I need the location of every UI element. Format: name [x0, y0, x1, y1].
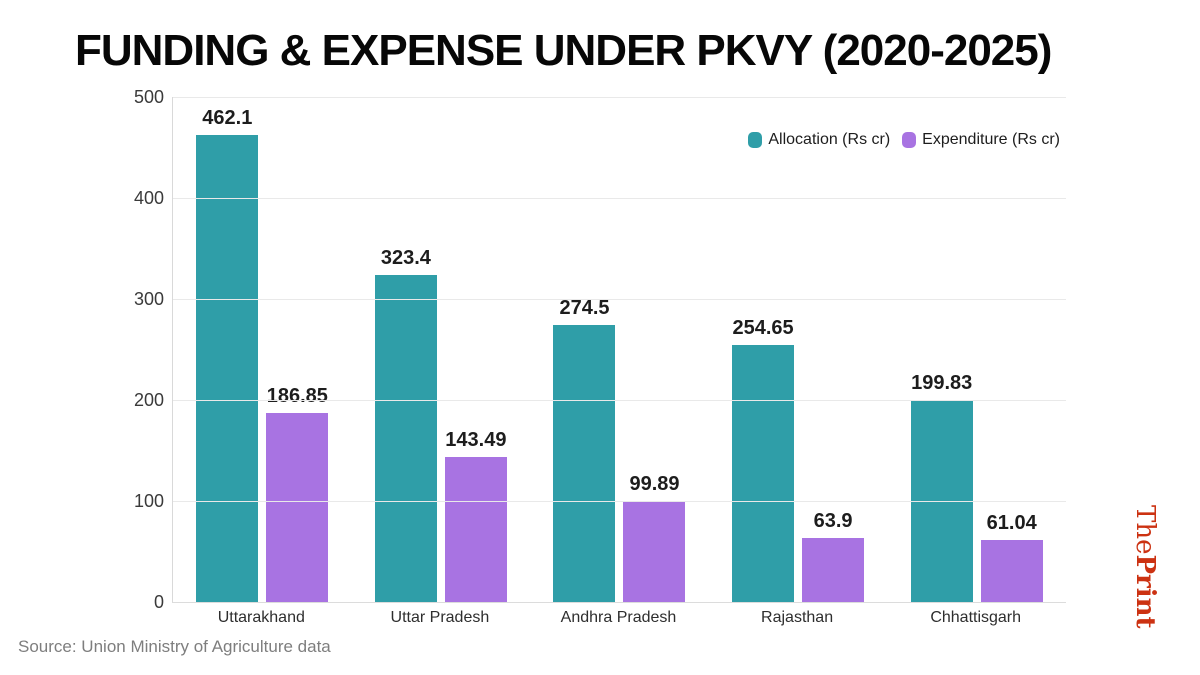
allocation-bar-wrap: 323.4: [374, 247, 437, 602]
bar-value-label: 99.89: [629, 473, 680, 496]
y-tick-label-200: 200: [133, 390, 164, 410]
legend-label-expenditure: Expenditure (Rs cr): [922, 131, 1060, 148]
expenditure-swatch-icon: [902, 132, 917, 148]
y-tick-label-400: 400: [133, 188, 164, 208]
expenditure-bar-wrap: 99.89: [623, 473, 686, 602]
gridline-300: [173, 299, 1066, 300]
bar-value-label: 254.65: [732, 316, 794, 339]
bar-groups: 462.1 186.85 323.4 143.49 274.5 99.89 254.65 63…: [173, 97, 1066, 602]
y-axis-ticks: 0 100 200 300 400 500: [0, 87, 164, 612]
allocation-bar: [732, 344, 795, 602]
y-tick-label-0: 0: [153, 592, 164, 612]
x-axis-labels: Uttarakhand Uttar Pradesh Andhra Pradesh Ra…: [172, 609, 1065, 627]
expenditure-bar: [980, 540, 1043, 602]
bar-value-label: 462.1: [202, 107, 253, 130]
allocation-bar: [374, 275, 437, 602]
expenditure-bar: [802, 537, 865, 602]
bar-group-uttarakhand: 462.1 186.85: [173, 97, 352, 602]
bar-value-label: 61.04: [986, 512, 1037, 535]
gridline-400: [173, 198, 1066, 199]
y-tick-label-500: 500: [133, 87, 164, 107]
chart-title: FUNDING & EXPENSE UNDER PKVY (2020-2025): [75, 26, 1052, 75]
bar-group-uttar-pradesh: 323.4 143.49: [352, 97, 531, 602]
plot-area: 462.1 186.85 323.4 143.49 274.5 99.89 254.65 63…: [172, 97, 1066, 603]
expenditure-bar-wrap: 61.04: [980, 512, 1043, 602]
gridline-100: [173, 501, 1066, 502]
bar-value-label: 323.4: [380, 247, 431, 270]
x-label-chhattisgarh: Chhattisgarh: [930, 609, 1022, 626]
allocation-bar-wrap: 199.83: [910, 372, 973, 602]
x-label-uttar-pradesh: Uttar Pradesh: [390, 609, 490, 626]
legend: Allocation (Rs cr) Expenditure (Rs cr): [748, 131, 1060, 149]
allocation-bar: [196, 135, 259, 602]
legend-label-allocation: Allocation (Rs cr): [768, 131, 891, 148]
bar-group-andhra-pradesh: 274.5 99.89: [530, 97, 709, 602]
allocation-swatch-icon: [748, 132, 763, 148]
legend-item-expenditure: Expenditure (Rs cr): [902, 131, 1060, 149]
allocation-bar-wrap: 274.5: [553, 296, 616, 602]
y-tick-label-100: 100: [133, 491, 164, 511]
expenditure-bar: [444, 457, 507, 602]
x-label-andhra-pradesh: Andhra Pradesh: [560, 609, 677, 626]
allocation-bar-wrap: 462.1: [196, 107, 259, 602]
bar-value-label: 274.5: [559, 296, 610, 319]
allocation-bar-wrap: 254.65: [732, 316, 795, 602]
expenditure-bar-wrap: 63.9: [802, 509, 865, 602]
expenditure-bar-wrap: 143.49: [444, 429, 507, 602]
x-label-rajasthan: Rajasthan: [761, 609, 834, 626]
bar-value-label: 186.85: [266, 385, 328, 408]
expenditure-bar: [623, 501, 686, 602]
theprint-logo: ThePrint: [1130, 505, 1160, 629]
x-label-uttarakhand: Uttarakhand: [217, 609, 305, 626]
theprint-logo-print: Print: [1130, 554, 1160, 629]
legend-item-allocation: Allocation (Rs cr): [748, 131, 890, 149]
bar-value-label: 63.9: [813, 509, 853, 532]
gridline-500: [173, 97, 1066, 98]
bar-group-rajasthan: 254.65 63.9: [709, 97, 888, 602]
bar-value-label: 199.83: [911, 372, 973, 395]
expenditure-bar: [266, 413, 329, 602]
y-tick-label-300: 300: [133, 289, 164, 309]
bar-value-label: 143.49: [445, 429, 507, 452]
expenditure-bar-wrap: 186.85: [266, 385, 329, 602]
allocation-bar: [553, 324, 616, 602]
source-note: Source: Union Ministry of Agriculture da…: [18, 637, 331, 656]
gridline-200: [173, 400, 1066, 401]
theprint-logo-the: The: [1130, 505, 1160, 555]
bar-group-chhattisgarh: 199.83 61.04: [887, 97, 1066, 602]
